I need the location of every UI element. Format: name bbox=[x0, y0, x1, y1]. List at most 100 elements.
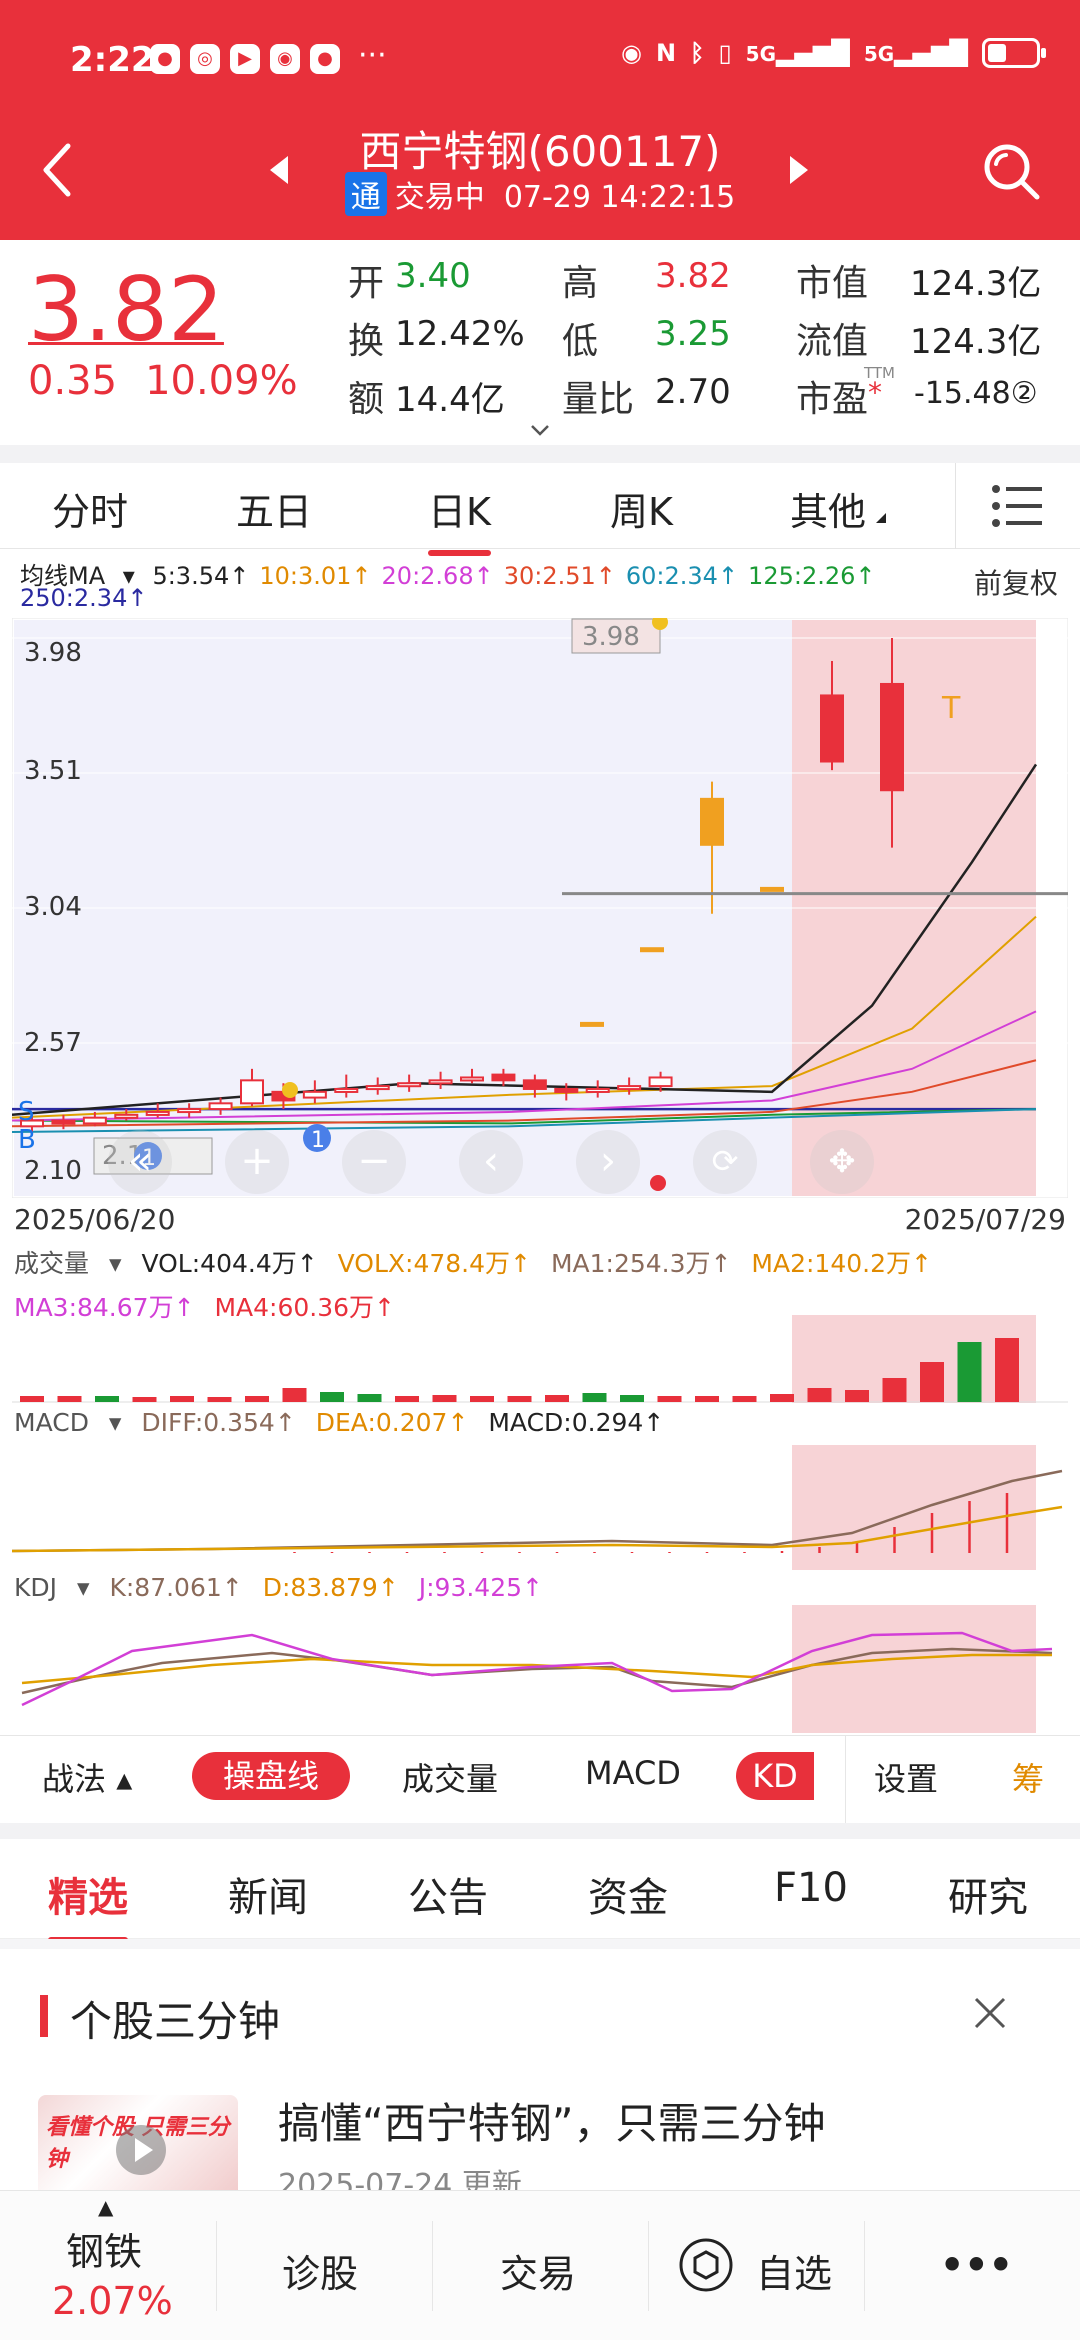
indicator-toolbar: 战法 ▴ 操盘线 成交量 MACD KD 设置 筹 bbox=[0, 1735, 1080, 1824]
settings-button[interactable]: 设置 bbox=[874, 1760, 939, 1798]
fullscreen-button[interactable]: ✥ bbox=[810, 1130, 874, 1194]
kdj-chart bbox=[21, 1605, 1053, 1733]
divider bbox=[864, 2221, 865, 2311]
volume-bar bbox=[57, 1396, 82, 1402]
change-amount: 0.35 bbox=[28, 358, 118, 404]
volume-bar bbox=[732, 1396, 757, 1402]
price-label-3.98: 3.98 bbox=[24, 638, 82, 668]
ma-item-0: 5:3.54↑ bbox=[152, 562, 250, 590]
float-value: 124.3亿 bbox=[910, 322, 1042, 362]
zoom-out-button[interactable]: − bbox=[342, 1130, 406, 1194]
volume-selector[interactable]: 成交量 ▾ bbox=[14, 1249, 122, 1278]
vol-value: VOL:404.4万↑ bbox=[141, 1249, 318, 1278]
tab-daily-k[interactable]: 日K bbox=[428, 481, 491, 556]
next-stock-arrow-icon[interactable] bbox=[790, 156, 808, 184]
watchlist-icon bbox=[679, 2238, 733, 2292]
tab-fenshi[interactable]: 分时 bbox=[52, 490, 129, 534]
watchlist-button[interactable]: 自选 bbox=[756, 2252, 833, 2296]
diagnose-button[interactable]: 诊股 bbox=[282, 2252, 359, 2296]
vol-ma2-value: MA2:140.2万↑ bbox=[751, 1249, 932, 1278]
close-icon[interactable] bbox=[972, 1995, 1008, 2031]
divider bbox=[648, 2221, 649, 2311]
article-thumbnail[interactable]: 看懂个股 只需三分钟 bbox=[38, 2095, 238, 2205]
tab-weekly-k[interactable]: 周K bbox=[610, 490, 673, 534]
sector-change: 2.07% bbox=[52, 2279, 173, 2323]
volume-bar bbox=[395, 1396, 419, 1402]
volume-legend-line2: MA3:84.67万↑ MA4:60.36万↑ bbox=[14, 1288, 407, 1324]
ma-selector[interactable]: 均线MA ▾ bbox=[20, 562, 135, 590]
tab-f10[interactable]: F10 bbox=[774, 1865, 848, 1911]
macd-selector[interactable]: MACD ▾ bbox=[14, 1408, 122, 1437]
chips-button[interactable]: 筹 bbox=[1012, 1760, 1045, 1798]
candle-body bbox=[585, 1087, 610, 1093]
adjust-mode-button[interactable]: 前复权 bbox=[973, 567, 1058, 600]
sector-name[interactable]: 钢铁 bbox=[66, 2230, 143, 2274]
volume-indicator-button[interactable]: 成交量 bbox=[402, 1760, 499, 1798]
kdj-k: K:87.061↑ bbox=[109, 1573, 243, 1602]
vibrate-icon: ▯ bbox=[718, 39, 732, 67]
notification-more-icon: ··· bbox=[358, 38, 387, 73]
bluetooth-icon: ᛒ bbox=[690, 39, 705, 67]
zoom-in-button[interactable]: + bbox=[225, 1130, 289, 1194]
news-tabs: 精选 新闻 公告 资金 F10 研究 bbox=[0, 1839, 1080, 1943]
kdj-indicator-button[interactable]: KD bbox=[736, 1752, 814, 1800]
back-arrow-icon[interactable] bbox=[38, 140, 78, 200]
low-value: 3.25 bbox=[655, 314, 731, 354]
tab-news[interactable]: 新闻 bbox=[228, 1875, 308, 1921]
scroll-right-button[interactable]: › bbox=[576, 1130, 640, 1194]
volx-value: VOLX:478.4万↑ bbox=[337, 1249, 531, 1278]
candlestick-chart[interactable]: 3.98 2.10 SB T 1 1 bbox=[12, 618, 1068, 1198]
zhanfa-button[interactable]: 战法 ▴ bbox=[42, 1760, 133, 1798]
menu-list-icon[interactable] bbox=[990, 481, 1046, 531]
date-end: 2025/07/29 bbox=[904, 1203, 1066, 1236]
pe-ttm-label: TTM bbox=[864, 364, 896, 382]
divider bbox=[845, 1736, 846, 1824]
page-indicator-dot bbox=[650, 1175, 666, 1191]
tab-wuri[interactable]: 五日 bbox=[236, 490, 313, 534]
tab-funds[interactable]: 资金 bbox=[588, 1875, 668, 1921]
candle-body bbox=[648, 1076, 673, 1088]
tab-featured[interactable]: 精选 bbox=[48, 1865, 128, 1943]
volume-bar bbox=[507, 1396, 532, 1402]
divider bbox=[955, 463, 956, 549]
quote-panel: 3.82 0.35 10.09% 开 3.40 高 3.82 市值 124.3亿 … bbox=[0, 240, 1080, 445]
search-icon[interactable] bbox=[980, 140, 1042, 202]
rotate-screen-button[interactable]: ⟳ bbox=[693, 1130, 757, 1194]
macd-dea: DEA:0.207↑ bbox=[315, 1408, 469, 1437]
volratio-value: 2.70 bbox=[655, 372, 731, 412]
tab-research[interactable]: 研究 bbox=[948, 1875, 1028, 1921]
tab-other[interactable]: 其他 bbox=[790, 490, 867, 534]
trade-button[interactable]: 交易 bbox=[500, 2252, 577, 2296]
notification-wechat-icon: ◎ bbox=[190, 44, 220, 74]
signal-dot-1 bbox=[134, 1142, 162, 1170]
caopan-line-button[interactable]: 操盘线 bbox=[192, 1752, 350, 1800]
nfc-icon: N bbox=[655, 39, 677, 67]
macd-indicator-button[interactable]: MACD bbox=[585, 1754, 681, 1792]
notification-browser-icon: ● bbox=[150, 44, 180, 74]
article-title[interactable]: 搞懂“西宁特钢”，只需三分钟 bbox=[278, 2099, 826, 2148]
high-value: 3.82 bbox=[655, 256, 731, 296]
more-icon[interactable]: ••• bbox=[940, 2243, 1013, 2287]
stock-title: 西宁特钢(600117) bbox=[359, 127, 721, 176]
volume-bar bbox=[770, 1394, 794, 1402]
tab-announcements[interactable]: 公告 bbox=[408, 1875, 488, 1921]
volume-bar bbox=[620, 1395, 644, 1402]
candle-body bbox=[760, 886, 784, 892]
scroll-left-fast-button[interactable]: « bbox=[108, 1130, 172, 1194]
volume-bar bbox=[995, 1338, 1019, 1402]
prev-stock-arrow-icon[interactable] bbox=[270, 156, 288, 184]
amount-label: 额 bbox=[348, 379, 385, 420]
volume-legend-line1: 成交量 ▾ VOL:404.4万↑ VOLX:478.4万↑ MA1:254.3… bbox=[14, 1244, 944, 1280]
price-label-3.04: 3.04 bbox=[24, 892, 82, 922]
date-start: 2025/06/20 bbox=[14, 1203, 176, 1236]
scroll-left-button[interactable]: ‹ bbox=[459, 1130, 523, 1194]
status-time: 2:22 bbox=[70, 40, 155, 80]
volume-bar bbox=[695, 1396, 719, 1402]
candle-body bbox=[460, 1076, 484, 1082]
divider bbox=[0, 445, 1080, 463]
kdj-selector[interactable]: KDJ ▾ bbox=[14, 1573, 90, 1602]
battery-icon bbox=[982, 38, 1046, 68]
high-label: 高 bbox=[562, 263, 599, 304]
ma-item-3: 30:2.51↑ bbox=[503, 562, 616, 590]
expand-chevron-icon[interactable] bbox=[530, 420, 550, 440]
